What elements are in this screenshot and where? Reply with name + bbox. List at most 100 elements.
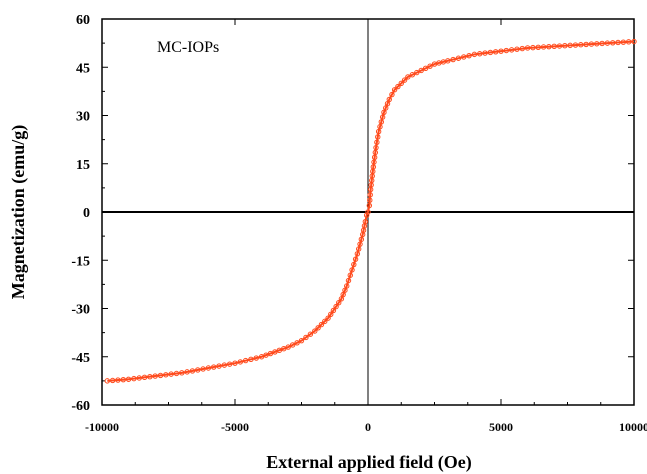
data-point	[620, 39, 627, 45]
data-point	[514, 46, 520, 52]
data-point	[482, 50, 488, 56]
data-point	[540, 44, 547, 50]
data-point	[157, 372, 164, 379]
data-point	[303, 334, 309, 341]
x-tick-label: 5000	[489, 420, 513, 434]
data-point	[294, 340, 300, 346]
data-point	[562, 42, 568, 49]
data-point	[344, 283, 350, 289]
data-point	[381, 109, 387, 115]
data-point	[200, 366, 206, 372]
data-point	[375, 128, 382, 135]
data-point	[298, 337, 305, 344]
data-point	[599, 40, 605, 47]
data-point	[131, 375, 137, 382]
data-point	[216, 363, 222, 369]
data-point	[120, 376, 126, 383]
data-point	[466, 52, 472, 59]
data-point	[263, 352, 269, 358]
data-point	[351, 261, 357, 268]
data-point	[141, 374, 148, 381]
data-point	[378, 119, 384, 125]
data-point	[211, 364, 217, 370]
data-point	[352, 256, 359, 262]
data-point	[345, 277, 352, 284]
data-point	[519, 45, 525, 52]
data-point	[604, 40, 611, 46]
data-point	[325, 315, 331, 321]
data-point	[363, 212, 370, 218]
data-point	[347, 272, 353, 278]
data-point	[109, 377, 116, 384]
data-point	[487, 49, 494, 56]
data-point	[365, 209, 371, 215]
y-tick-label: 60	[76, 13, 90, 28]
x-axis-title: External applied field (Oe)	[266, 452, 472, 473]
data-point	[307, 331, 314, 337]
data-point	[221, 362, 228, 368]
y-tick-label: 15	[76, 158, 90, 173]
data-point	[372, 149, 379, 156]
data-point	[572, 42, 579, 48]
data-series	[104, 38, 637, 384]
data-point	[349, 267, 355, 273]
data-point	[367, 197, 373, 203]
data-point	[355, 246, 362, 252]
y-tick-label: 30	[76, 110, 90, 125]
data-point	[556, 43, 563, 49]
data-point	[115, 377, 121, 383]
data-point	[333, 303, 339, 310]
x-tick-label: -5000	[221, 420, 249, 434]
data-point	[357, 241, 363, 247]
data-point	[226, 361, 233, 367]
data-point	[535, 44, 541, 51]
data-point	[285, 344, 291, 350]
data-point	[631, 38, 637, 45]
data-point	[322, 318, 328, 325]
data-point	[205, 365, 212, 371]
data-point	[530, 44, 536, 51]
y-tick-label: 0	[83, 206, 90, 221]
data-point	[503, 47, 510, 54]
data-point	[189, 368, 196, 374]
data-point	[551, 43, 557, 50]
data-point	[389, 91, 395, 98]
data-point	[248, 356, 254, 363]
data-point	[242, 357, 249, 364]
data-point	[232, 360, 238, 366]
data-point	[567, 42, 573, 49]
data-point	[373, 144, 379, 151]
x-tick-label: 10000	[619, 420, 647, 434]
data-point	[375, 134, 381, 140]
data-point	[422, 65, 429, 72]
data-point	[374, 139, 380, 146]
data-point	[445, 58, 451, 64]
data-point	[253, 355, 259, 361]
data-point	[152, 373, 158, 379]
data-point	[578, 42, 584, 48]
data-point	[395, 83, 401, 90]
data-point	[371, 159, 377, 165]
data-point	[427, 63, 433, 69]
data-point	[163, 372, 169, 378]
data-point	[289, 342, 296, 348]
data-point	[492, 49, 499, 55]
data-point	[508, 47, 515, 53]
data-point	[450, 56, 456, 63]
data-point	[455, 55, 462, 61]
data-point	[401, 77, 408, 83]
data-point	[267, 350, 274, 357]
data-point	[258, 354, 265, 360]
data-point	[546, 43, 552, 50]
data-point	[340, 291, 346, 298]
data-point	[383, 105, 389, 111]
data-point	[409, 72, 416, 78]
data-point	[625, 39, 632, 45]
x-tick-label: -10000	[85, 420, 119, 434]
data-point	[524, 45, 531, 51]
data-point	[362, 218, 369, 225]
data-point	[338, 296, 345, 302]
data-point	[366, 202, 373, 209]
data-point	[104, 378, 111, 384]
data-point	[136, 375, 142, 381]
